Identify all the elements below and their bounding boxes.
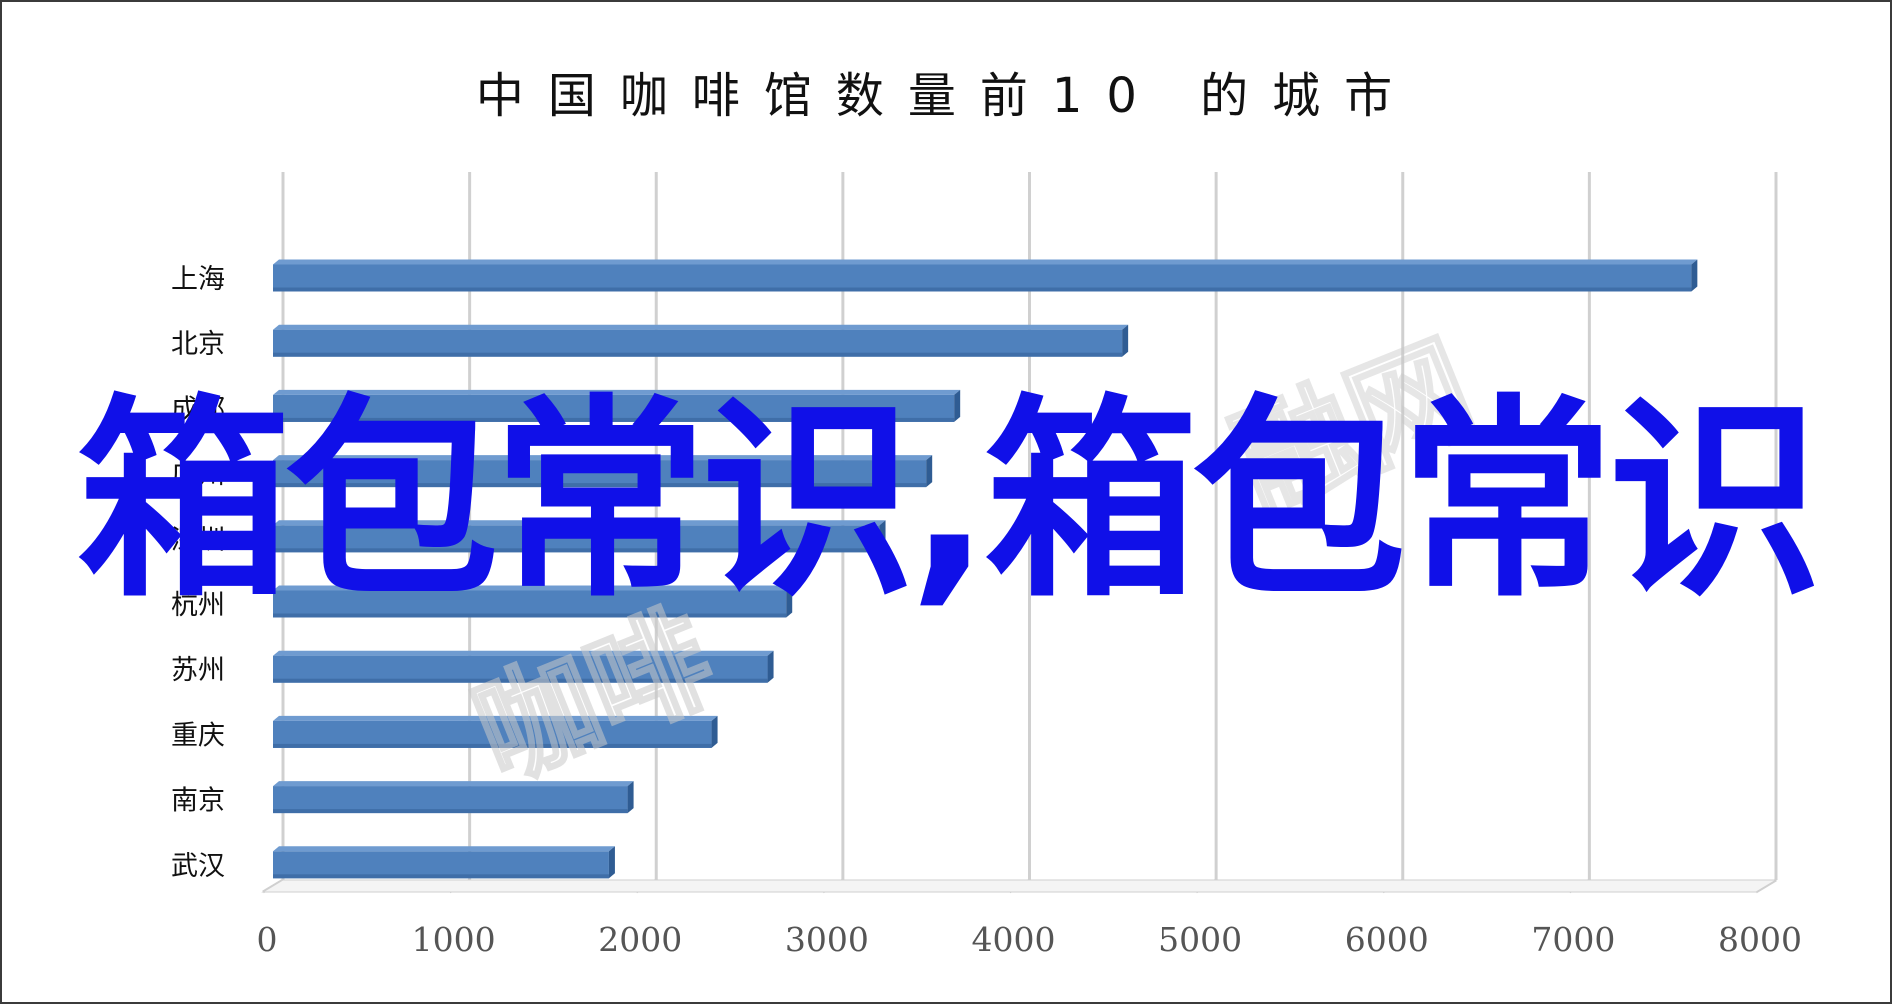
category-label-2: 成都: [171, 394, 225, 425]
x-tick-label-8: 8000: [1718, 920, 1802, 959]
bar-7: [273, 715, 718, 748]
x-tick-label-3: 3000: [785, 920, 869, 959]
category-label-6: 苏州: [171, 655, 225, 686]
bar-top-6: [273, 650, 774, 656]
bar-top-0: [273, 259, 1698, 265]
bar-front-1: [273, 329, 1123, 357]
bar-front-0: [273, 264, 1692, 292]
bar-top-7: [273, 715, 718, 721]
bar-5: [273, 585, 793, 618]
bar-6: [273, 650, 774, 683]
bar-top-5: [273, 585, 793, 591]
bar-end-9: [608, 846, 615, 879]
category-label-1: 北京: [171, 329, 225, 360]
bar-shade-3: [273, 483, 927, 488]
x-tick-label-6: 6000: [1345, 920, 1429, 959]
bar-front-7: [273, 720, 712, 748]
bar-shade-9: [273, 874, 609, 879]
bar-top-2: [273, 389, 961, 395]
bar-2: [273, 389, 961, 422]
bar-front-4: [273, 525, 880, 553]
x-tick-label-7: 7000: [1531, 920, 1615, 959]
bar-end-3: [926, 455, 933, 488]
bar-top-4: [273, 520, 886, 526]
x-tick-label-5: 5000: [1158, 920, 1242, 959]
chart-floor-plane: [261, 879, 1778, 893]
bar-end-5: [786, 585, 793, 618]
bar-shade-5: [273, 613, 787, 618]
x-tick-label-2: 2000: [598, 920, 682, 959]
bar-top-9: [273, 846, 615, 852]
chart-title: 中国咖啡馆数量前10 的城市: [476, 68, 1416, 124]
bar-front-3: [273, 460, 927, 488]
overlay-banner-text: 箱包常识,箱包常识: [76, 377, 1822, 626]
bar-shade-2: [273, 417, 955, 422]
bar-front-2: [273, 394, 955, 422]
bar-top-3: [273, 455, 933, 461]
bar-shade-8: [273, 809, 628, 814]
bar-end-4: [879, 520, 886, 553]
bar-end-6: [767, 650, 774, 683]
x-tick-labels: 0 1000 2000 3000 4000 5000 6000 7000 8000: [257, 920, 1802, 959]
bar-shade-0: [273, 287, 1692, 292]
bar-9: [273, 846, 615, 879]
bar-0: [273, 259, 1698, 292]
bar-shade-7: [273, 743, 712, 748]
bar-1: [273, 324, 1129, 357]
bar-shade-1: [273, 352, 1123, 357]
bar-top-1: [273, 324, 1129, 330]
bar-end-0: [1691, 259, 1698, 292]
bar-shade-6: [273, 678, 768, 683]
bar-top-8: [273, 781, 634, 787]
x-tick-label-4: 4000: [972, 920, 1056, 959]
bars: [273, 259, 1698, 879]
chart-floor: [261, 879, 1778, 893]
bar-front-6: [273, 655, 768, 683]
category-label-4: 深圳: [171, 525, 225, 556]
category-label-8: 南京: [171, 786, 225, 817]
bar-3: [273, 455, 933, 488]
category-label-3: 广州: [171, 460, 225, 491]
bar-front-5: [273, 590, 787, 618]
bar-end-1: [1122, 324, 1129, 357]
bar-shade-4: [273, 548, 880, 553]
category-label-0: 上海: [171, 264, 225, 295]
category-label-9: 武汉: [171, 851, 225, 882]
category-label-7: 重庆: [171, 720, 225, 751]
category-label-5: 杭州: [171, 590, 225, 621]
x-tick-label-0: 0: [257, 920, 278, 959]
bar-end-8: [627, 781, 634, 814]
bar-4: [273, 520, 886, 553]
bar-front-8: [273, 786, 628, 814]
bar-front-9: [273, 851, 609, 879]
bar-end-2: [954, 389, 961, 422]
x-tick-label-1: 1000: [412, 920, 496, 959]
bar-8: [273, 781, 634, 814]
bar-end-7: [711, 715, 718, 748]
